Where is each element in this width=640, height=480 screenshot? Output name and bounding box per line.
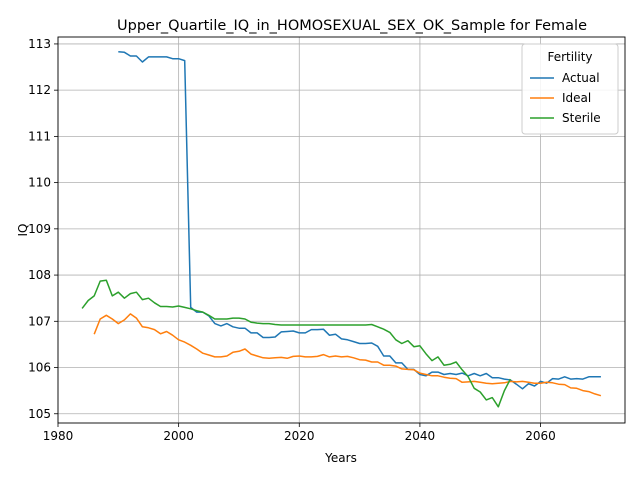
y-tick-label: 107: [28, 314, 51, 328]
legend: Fertility Actual Ideal Sterile: [521, 43, 619, 135]
x-tick-label: 1980: [43, 429, 74, 443]
y-tick-label: 109: [28, 222, 51, 236]
x-tick-label: 2040: [405, 429, 436, 443]
x-tick-label: 2020: [284, 429, 315, 443]
y-tick-label: 111: [28, 129, 51, 143]
plot-frame: [57, 36, 626, 424]
y-tick-label: 108: [28, 268, 51, 282]
legend-box: [521, 43, 619, 135]
chart-title: Upper_Quartile_IQ_in_HOMOSEXUAL_SEX_OK_S…: [117, 18, 587, 34]
legend-title: Fertility: [547, 50, 592, 64]
y-tick-label: 105: [28, 407, 51, 421]
x-tick-label: 2060: [525, 429, 556, 443]
x-axis-label: Years: [324, 451, 357, 465]
y-tick-label: 110: [28, 176, 51, 190]
legend-label-ideal: Ideal: [562, 91, 591, 105]
legend-label-sterile: Sterile: [562, 111, 601, 125]
y-axis: 105 106 107 108 109 110 111 112 113: [28, 37, 58, 421]
series-line-ideal: [93, 313, 602, 397]
series-line-sterile: [81, 279, 512, 408]
legend-label-actual: Actual: [562, 71, 600, 85]
x-axis: 1980 2000 2020 2040 2060: [43, 423, 556, 443]
y-tick-label: 106: [28, 361, 51, 375]
y-tick-label: 112: [28, 83, 51, 97]
y-tick-label: 113: [28, 37, 51, 51]
series-lines: [81, 51, 602, 408]
x-tick-label: 2000: [163, 429, 194, 443]
y-axis-label: IQ: [16, 224, 30, 237]
series-line-actual: [118, 51, 601, 390]
